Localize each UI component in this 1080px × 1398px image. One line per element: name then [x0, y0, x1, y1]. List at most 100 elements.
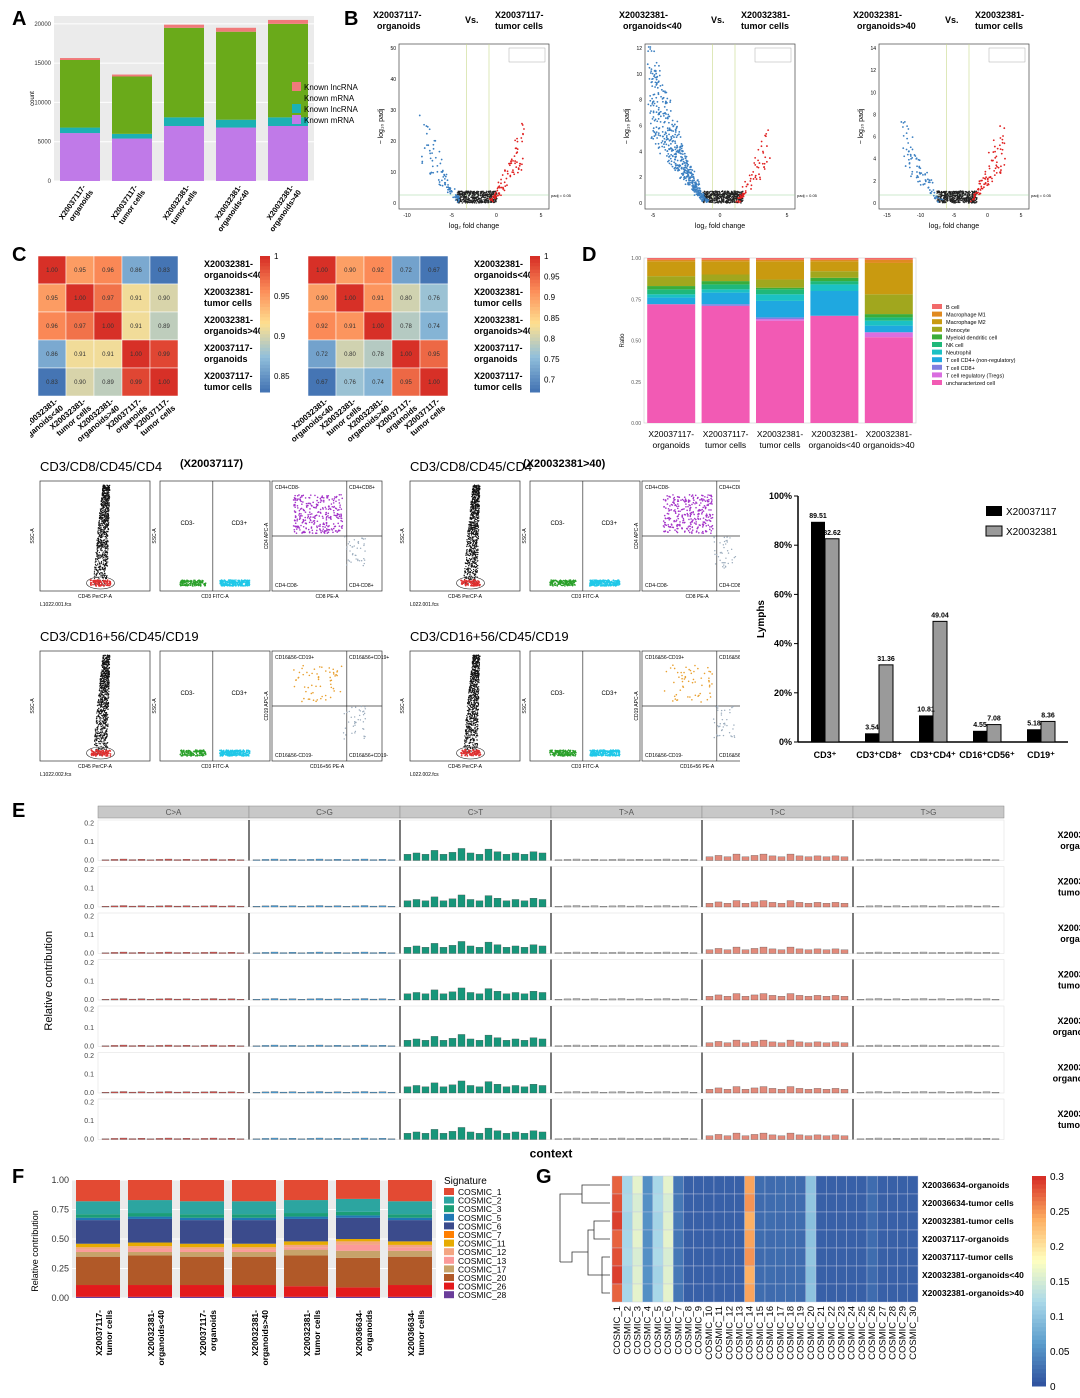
x-tick-label: X20037117-: [703, 429, 749, 439]
down-point: [441, 184, 444, 187]
up-point: [987, 151, 990, 154]
down-point: [688, 182, 691, 184]
up-point: [498, 192, 501, 195]
ns-point: [477, 191, 479, 194]
down-point: [671, 123, 674, 126]
flow-event: [355, 558, 357, 560]
down-point: [686, 165, 689, 167]
down-point: [916, 171, 918, 173]
row-label: X20032381-: [204, 259, 253, 269]
flow-event: [98, 524, 100, 526]
ns-point: [724, 196, 726, 199]
gated-event: [99, 580, 102, 583]
flow-event: [308, 521, 311, 524]
colorbar-step: [530, 317, 540, 322]
flow-event: [102, 522, 105, 524]
down-point: [908, 162, 911, 164]
flow-event: [100, 531, 103, 533]
up-point: [735, 200, 738, 203]
down-point: [659, 152, 662, 155]
down-point: [449, 190, 451, 193]
ns-point: [957, 196, 960, 198]
ns-point: [955, 198, 958, 201]
flow-event: [349, 550, 351, 552]
up-point: [500, 186, 503, 189]
down-point: [675, 127, 678, 130]
up-point: [498, 193, 501, 196]
volcano-legend-box: [754, 47, 792, 63]
down-point: [693, 170, 696, 173]
flow-event: [108, 506, 110, 508]
down-point: [664, 102, 667, 105]
ns-point: [948, 195, 950, 197]
flow-event: [105, 516, 108, 518]
colorbar-step: [260, 351, 270, 356]
down-point: [688, 179, 690, 182]
ns-point: [976, 201, 978, 203]
y-tick-label: 0: [873, 201, 876, 207]
ns-point: [971, 192, 974, 194]
flow-event: [102, 499, 104, 501]
heatmap-cell: [93, 255, 123, 285]
up-point: [1001, 138, 1004, 141]
flow-event: [107, 549, 109, 551]
flow-event: [471, 577, 473, 579]
y-tick-label: 14: [870, 46, 876, 52]
up-point: [739, 200, 742, 203]
flow-event: [102, 520, 104, 523]
ns-point: [486, 201, 488, 203]
up-point: [495, 195, 498, 198]
ns-point: [962, 201, 964, 203]
ns-point: [715, 195, 718, 198]
gated-event: [106, 580, 108, 583]
flow-event: [332, 531, 334, 534]
cd3-pos-event: [245, 582, 247, 585]
ns-point: [964, 197, 967, 199]
ns-point: [718, 200, 721, 202]
colorbar-step: [530, 385, 540, 390]
legend-swatch: [932, 326, 942, 332]
down-point: [665, 113, 667, 115]
ns-point: [709, 197, 711, 199]
down-point: [658, 64, 660, 67]
cd3-pos-event: [247, 582, 249, 584]
flow-event: [319, 508, 322, 511]
quadrant-label: CD4-CD8-: [275, 583, 299, 589]
down-point: [677, 151, 680, 154]
down-point: [687, 163, 690, 166]
flow-event: [107, 519, 110, 521]
ns-point: [967, 192, 969, 195]
flow-event: [294, 506, 296, 508]
flow-event: [97, 556, 99, 558]
flow-event: [293, 530, 296, 533]
heatmap-cell: [335, 339, 365, 369]
flow-event: [338, 515, 341, 518]
ns-point: [463, 192, 466, 194]
x-tick-label: organoids: [653, 440, 690, 450]
down-point: [671, 134, 674, 137]
flow-event: [96, 547, 98, 549]
flow-event: [98, 540, 100, 542]
ns-point: [466, 202, 469, 204]
legend-swatch: [932, 304, 942, 309]
up-point: [971, 198, 974, 201]
ns-point: [707, 192, 709, 194]
ns-point: [967, 202, 970, 204]
cd3-pos-event: [222, 583, 225, 586]
flow-event: [101, 512, 104, 514]
flow-event: [104, 536, 106, 538]
up-point: [508, 162, 510, 165]
down-point: [667, 152, 670, 155]
down-point: [932, 194, 935, 197]
cd3-neg-event: [189, 584, 192, 587]
down-point: [431, 165, 434, 168]
panel-label-b: B: [344, 8, 359, 30]
colorbar-step: [260, 358, 270, 362]
legend-swatch: [292, 104, 301, 113]
up-point: [505, 177, 508, 180]
down-point: [684, 162, 686, 164]
cd3-pos-event: [224, 583, 226, 585]
flow-event: [102, 510, 104, 512]
stacked-bar-segment: [164, 126, 204, 181]
ns-point: [730, 201, 732, 203]
